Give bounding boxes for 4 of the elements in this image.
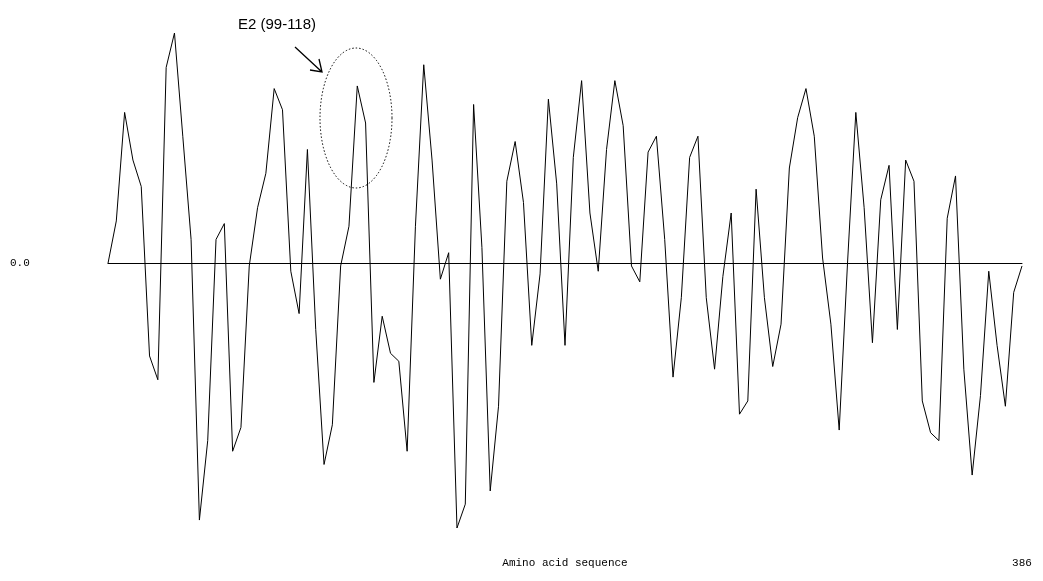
x-axis-title: Amino acid sequence <box>502 557 628 569</box>
text: E2 (99-118) <box>237 14 317 32</box>
text: 0.0 <box>10 257 30 270</box>
text: 386 <box>1012 557 1032 569</box>
